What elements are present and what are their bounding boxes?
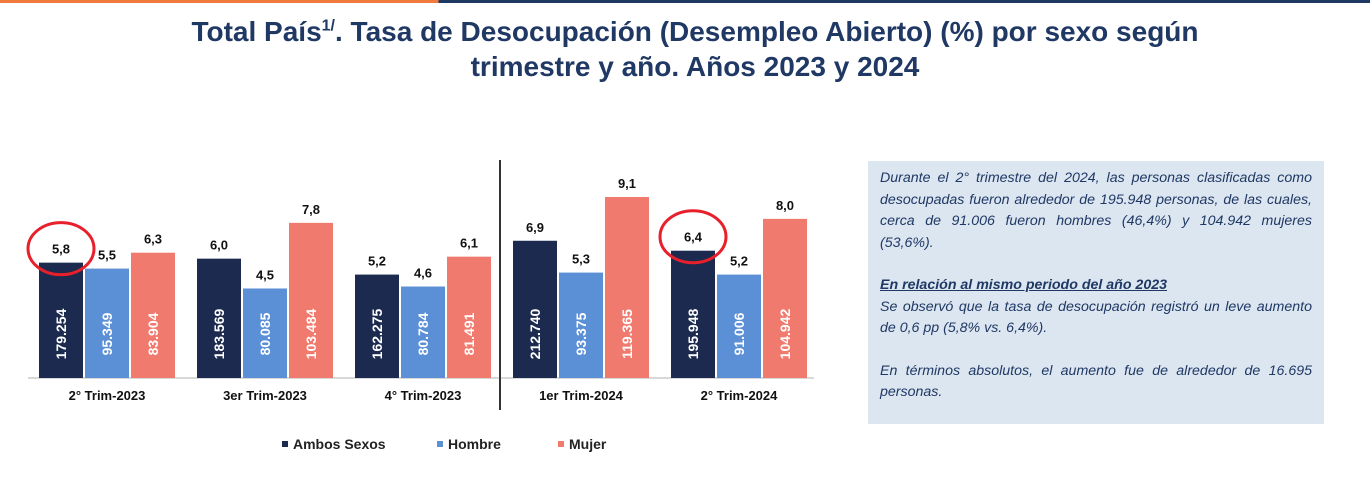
inner-label-mujer-3: 119.365 bbox=[619, 309, 635, 359]
unemployment-bar-chart: 5,8 179.254 5,5 95.349 6,3 83.904 2° Trim-2023… bbox=[26, 160, 814, 410]
inner-label-hombre-1: 80.085 bbox=[257, 312, 273, 355]
category-label-0: 2° Trim-2023 bbox=[69, 388, 146, 403]
bar-hombre-4 bbox=[717, 274, 761, 378]
value-label-hombre-4: 5,2 bbox=[730, 254, 748, 269]
inner-label-mujer-1: 103.484 bbox=[303, 308, 319, 359]
bar-mujer-1 bbox=[289, 222, 333, 378]
category-label-3: 1er Trim-2024 bbox=[539, 388, 624, 403]
bar-ambos-1 bbox=[197, 258, 241, 378]
bar-hombre-2 bbox=[401, 286, 445, 378]
legend-item-ambos: Ambos Sexos bbox=[282, 436, 386, 452]
bar-ambos-0 bbox=[39, 262, 83, 378]
title-rest: . Tasa de Desocupación (Desempleo Abiert… bbox=[335, 16, 1199, 47]
bar-ambos-4 bbox=[671, 250, 715, 378]
legend-label-mujer: Mujer bbox=[569, 436, 607, 452]
summary-paragraph-1: Durante el 2° trimestre del 2024, las pe… bbox=[880, 170, 1312, 251]
value-label-hombre-0: 5,5 bbox=[98, 248, 116, 263]
bar-ambos-2 bbox=[355, 274, 399, 378]
legend-swatch-mujer bbox=[558, 441, 564, 447]
value-label-ambos-1: 6,0 bbox=[210, 238, 228, 253]
legend-swatch-ambos bbox=[282, 441, 288, 447]
legend-label-hombre: Hombre bbox=[448, 436, 501, 452]
value-label-mujer-3: 9,1 bbox=[618, 176, 636, 191]
inner-label-ambos-4: 195.948 bbox=[685, 308, 701, 359]
value-label-mujer-0: 6,3 bbox=[144, 232, 162, 247]
bar-hombre-3 bbox=[559, 272, 603, 378]
bar-mujer-0 bbox=[131, 252, 175, 378]
bar-hombre-0 bbox=[85, 268, 129, 378]
inner-label-ambos-1: 183.569 bbox=[211, 308, 227, 359]
inner-label-mujer-0: 83.904 bbox=[145, 312, 161, 355]
inner-label-mujer-2: 81.491 bbox=[461, 312, 477, 355]
value-label-ambos-4: 6,4 bbox=[684, 230, 703, 245]
bar-hombre-1 bbox=[243, 288, 287, 378]
category-label-1: 3er Trim-2023 bbox=[223, 388, 307, 403]
bar-ambos-3 bbox=[513, 240, 557, 378]
inner-label-mujer-4: 104.942 bbox=[777, 308, 793, 359]
value-label-hombre-1: 4,5 bbox=[256, 267, 274, 282]
inner-label-ambos-0: 179.254 bbox=[53, 308, 69, 359]
value-label-mujer-1: 7,8 bbox=[302, 202, 320, 217]
page-title: Total País1/. Tasa de Desocupación (Dese… bbox=[0, 14, 1370, 84]
bar-mujer-2 bbox=[447, 256, 491, 378]
value-label-ambos-2: 5,2 bbox=[368, 254, 386, 269]
value-label-ambos-3: 6,9 bbox=[526, 220, 544, 235]
summary-textbox: Durante el 2° trimestre del 2024, las pe… bbox=[868, 161, 1324, 424]
chart-legend: Ambos Sexos Hombre Mujer bbox=[0, 436, 1370, 456]
bar-mujer-3 bbox=[605, 197, 649, 378]
summary-paragraph-2: Se observó que la tasa de desocupación r… bbox=[880, 298, 1312, 337]
inner-label-ambos-3: 212.740 bbox=[527, 308, 543, 359]
title-prefix: Total País bbox=[191, 16, 322, 47]
summary-paragraph-3: En términos absolutos, el aumento fue de… bbox=[880, 362, 1312, 401]
inner-label-hombre-2: 80.784 bbox=[415, 312, 431, 355]
value-label-mujer-2: 6,1 bbox=[460, 236, 478, 251]
value-label-ambos-0: 5,8 bbox=[52, 242, 70, 257]
inner-label-hombre-3: 93.375 bbox=[573, 312, 589, 355]
value-label-hombre-2: 4,6 bbox=[414, 266, 432, 281]
legend-swatch-hombre bbox=[437, 441, 443, 447]
value-label-mujer-4: 8,0 bbox=[776, 198, 794, 213]
inner-label-hombre-4: 91.006 bbox=[731, 312, 747, 355]
inner-label-ambos-2: 162.275 bbox=[369, 308, 385, 359]
bar-mujer-4 bbox=[763, 218, 807, 378]
inner-label-hombre-0: 95.349 bbox=[99, 312, 115, 355]
legend-item-hombre: Hombre bbox=[437, 436, 501, 452]
legend-label-ambos: Ambos Sexos bbox=[293, 436, 386, 452]
highlight-circle-0 bbox=[26, 221, 96, 277]
top-accent-line bbox=[0, 0, 1370, 3]
title-line2: trimestre y año. Años 2023 y 2024 bbox=[470, 51, 920, 82]
category-label-4: 2° Trim-2024 bbox=[701, 388, 779, 403]
summary-heading: En relación al mismo periodo del año 202… bbox=[880, 277, 1167, 293]
legend-item-mujer: Mujer bbox=[558, 436, 606, 452]
value-label-hombre-3: 5,3 bbox=[572, 252, 590, 267]
highlight-circle-1 bbox=[658, 209, 728, 265]
category-label-2: 4° Trim-2023 bbox=[385, 388, 462, 403]
title-footnote-marker: 1/ bbox=[321, 17, 335, 35]
